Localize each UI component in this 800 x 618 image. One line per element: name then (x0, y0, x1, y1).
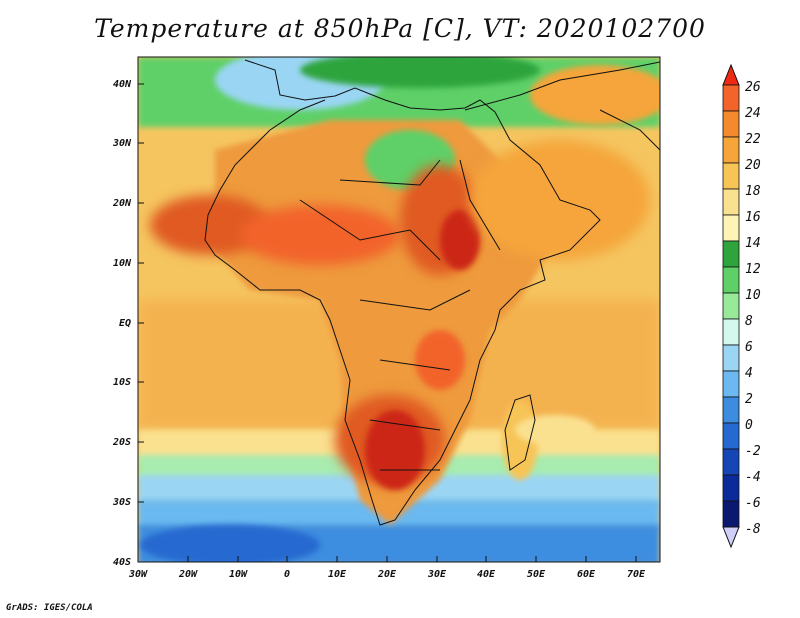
lat-tick-label: 10N (113, 258, 132, 269)
map-title: Temperature at 850hPa [C], VT: 202010270… (94, 14, 706, 43)
colorbar-segment (722, 448, 740, 476)
colorbar-label: -6 (745, 496, 761, 511)
lon-tick-label: 50E (527, 569, 546, 580)
colorbar-bottom-arrow (722, 526, 740, 549)
plot-frame (137, 56, 661, 563)
colorbar-label: 24 (745, 106, 761, 121)
colorbar-label: 10 (745, 288, 761, 303)
colorbar-label: 2 (745, 392, 753, 407)
lat-tick-label: 30S (112, 497, 131, 508)
colorbar-segment (722, 292, 740, 320)
lat-tick-label: 40S (113, 557, 131, 568)
colorbar-segment (722, 474, 740, 502)
lat-tick-label: 20S (112, 437, 131, 448)
colorbar-label: 16 (745, 210, 761, 225)
colorbar-label: 20 (745, 158, 761, 173)
colorbar-label: 8 (745, 314, 753, 329)
lon-tick-label: 0 (284, 569, 290, 580)
colorbar-label: 22 (745, 132, 761, 147)
lat-tick-label: 30N (112, 138, 132, 149)
credit-text: GrADS: IGES/COLA (6, 603, 93, 613)
lat-tick-label: 40N (113, 79, 132, 90)
colorbar-top-arrow (722, 63, 740, 86)
colorbar-segment (722, 162, 740, 190)
colorbar-segment (722, 188, 740, 216)
temperature-field (138, 57, 660, 562)
lat-tick-label: EQ (119, 318, 131, 329)
colorbar-segment (722, 84, 740, 112)
lon-tick-label: 70E (627, 569, 646, 580)
lon-axis: 30W 20W 10W 0 10E 20E 30E 40E 50E 60E 70… (128, 569, 646, 580)
lon-tick-label: 10W (229, 569, 248, 580)
colorbar-label: 14 (745, 236, 761, 251)
colorbar-segment (722, 344, 740, 372)
lon-tick-label: 30W (128, 569, 148, 580)
lon-tick-label: 60E (577, 569, 596, 580)
colorbar-label: -8 (745, 522, 761, 537)
colorbar-label: 0 (745, 418, 753, 433)
colorbar-label: 12 (745, 262, 761, 277)
colorbar-labels: 26 24 22 20 18 16 14 12 10 8 6 4 2 0 -2 … (745, 80, 761, 537)
colorbar-segment (722, 370, 740, 398)
colorbar-segment (722, 214, 740, 242)
colorbar-label: -4 (745, 470, 761, 485)
lon-tick-label: 30E (427, 569, 447, 580)
colorbar-segment (722, 318, 740, 346)
colorbar-segment (722, 396, 740, 424)
colorbar-label: 6 (745, 340, 753, 355)
lon-tick-label: 10E (328, 569, 347, 580)
colorbar-label: 4 (745, 366, 753, 381)
lat-tick-label: 10S (113, 377, 131, 388)
lat-tick-label: 20N (112, 198, 132, 209)
colorbar-segment (722, 500, 740, 528)
colorbar-label: 26 (745, 80, 761, 95)
colorbar-segment (722, 266, 740, 294)
lon-tick-label: 20E (377, 569, 397, 580)
colorbar-segment (722, 422, 740, 450)
lon-tick-label: 20W (178, 569, 198, 580)
colorbar-label: -2 (745, 444, 761, 459)
lon-tick-label: 40E (477, 569, 496, 580)
colorbar-segment (722, 240, 740, 268)
colorbar-segment (722, 136, 740, 164)
axis-ticks (137, 83, 637, 563)
colorbar (722, 63, 740, 549)
colorbar-label: 18 (745, 184, 761, 199)
lat-axis: 40N 30N 20N 10N EQ 10S 20S 30S 40S (112, 79, 132, 568)
coastlines (204, 59, 660, 526)
colorbar-segment (722, 110, 740, 138)
